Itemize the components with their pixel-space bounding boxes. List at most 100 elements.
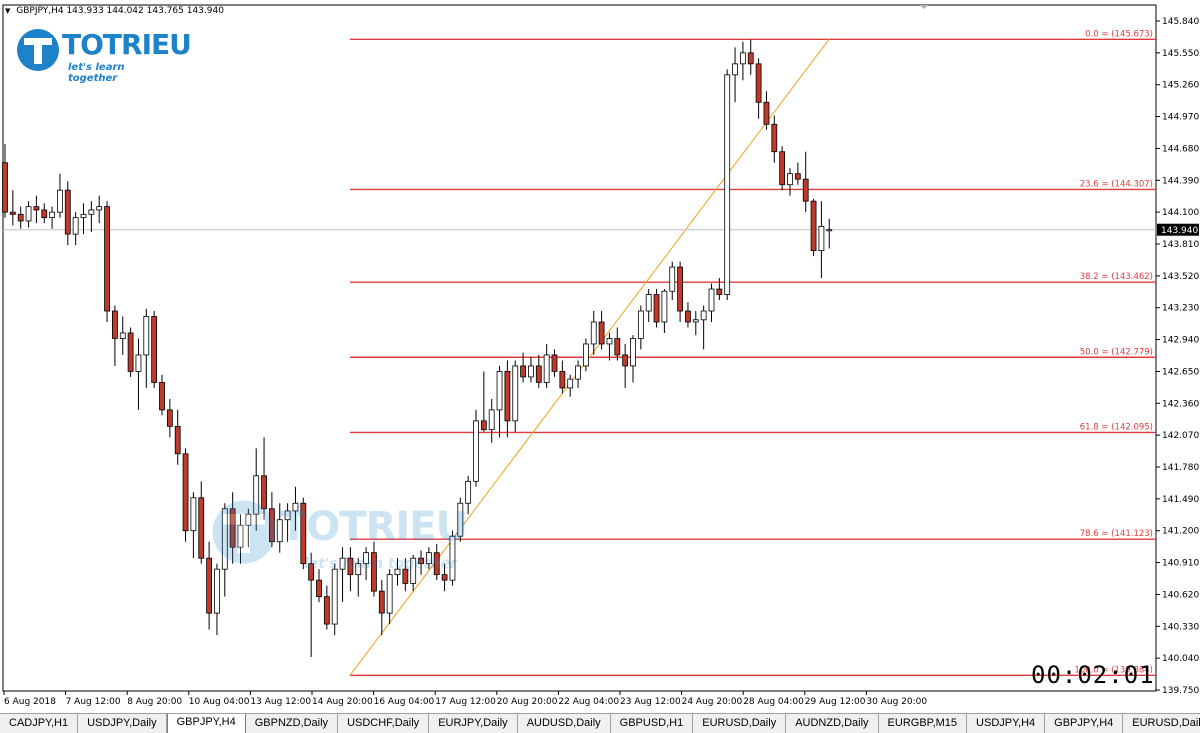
candle (378, 580, 385, 636)
chart-tab[interactable]: CADJPY,H1 (0, 714, 79, 733)
candle (371, 541, 377, 597)
candle-body-bull (583, 343, 589, 367)
trendline (3, 39, 1156, 676)
fibonacci-retracement: 0.0 = (145.673) 23.6 = (144.307) 38.2 = (1… (350, 29, 1156, 676)
candle-body-bull (135, 354, 142, 372)
candle (457, 497, 464, 542)
candle (528, 357, 534, 383)
logo-title: TOTRIEU (62, 28, 192, 61)
candle (433, 543, 440, 581)
chart-tab[interactable]: USDJPY,Daily (78, 714, 167, 733)
time-axis: 6 Aug 2018 7 Aug 12:00 8 Aug 20:00 10 Aug 0… (3, 691, 927, 707)
candle (583, 338, 589, 372)
logo-tagline: let's learn together (68, 62, 125, 84)
header-low: 143.765 (146, 6, 184, 16)
symbol-menu-icon[interactable]: ▼ (5, 7, 11, 15)
time-tick-label: 13 Aug 12:00 (250, 697, 311, 707)
candle-body-bear (535, 365, 542, 383)
candle-body-bear (402, 568, 409, 584)
candle-body-bear (17, 213, 24, 222)
watermark-emblem-icon (212, 500, 276, 564)
candle-body-bear (378, 590, 385, 614)
candle-body-bear (653, 294, 660, 323)
candle-body-bear (268, 508, 275, 543)
chart-tab[interactable]: EURUSD,Daily (1123, 714, 1200, 733)
price-tick-label: 145.260 (1162, 81, 1199, 91)
scroll-marker-icon[interactable] (920, 5, 928, 9)
chart-header: ▼ GBPJPY,H4 143.933 144.042 143.765 143.… (5, 6, 224, 16)
header-open: 143.933 (66, 6, 104, 16)
candle-body-bear (504, 371, 511, 422)
candle-body-bull (826, 229, 833, 232)
chart-plot[interactable]: 0.0 = (145.673) 23.6 = (144.307) 38.2 = (1… (0, 0, 1200, 713)
candle-body-bull (143, 316, 150, 356)
candle-body-bull (449, 535, 456, 581)
price-tick-label: 145.840 (1162, 17, 1199, 27)
chart-tab[interactable]: AUDUSD,Daily (518, 714, 611, 733)
candle-body-bull (25, 206, 32, 222)
time-tick-label: 22 Aug 04:00 (558, 697, 619, 707)
candle (159, 374, 165, 416)
candle-body-bear (763, 101, 770, 125)
chart-tab[interactable]: EURGBP,M15 (879, 714, 968, 733)
candle-body-bull (284, 510, 291, 521)
chart-tab[interactable]: GBPJPY,H4 (1045, 714, 1124, 733)
candle-body-bear (559, 371, 566, 389)
candle (41, 203, 48, 224)
candle (292, 486, 299, 531)
candle (2, 144, 8, 218)
candle (96, 195, 103, 224)
candle (810, 198, 817, 257)
candle-body-bear (151, 316, 158, 383)
chart-tab[interactable]: GBPUSD,H1 (611, 714, 694, 733)
candle (143, 308, 150, 388)
candle-body-bear (159, 382, 165, 411)
candle (166, 398, 173, 438)
chart-tab[interactable]: EURJPY,Daily (429, 714, 518, 733)
chart-window[interactable]: 0.0 = (145.673) 23.6 = (144.307) 38.2 = (1… (0, 0, 1200, 713)
candle (661, 289, 668, 333)
candle-body-bull (394, 568, 401, 576)
chart-tab[interactable]: AUDNZD,Daily (786, 714, 879, 733)
candle (716, 278, 723, 301)
price-tick-label: 144.680 (1162, 144, 1199, 154)
time-tick-label: 7 Aug 12:00 (66, 697, 121, 707)
candle-body-bull (496, 371, 503, 411)
candle (677, 261, 683, 322)
time-tick-label: 17 Aug 12:00 (435, 697, 496, 707)
candle-body-bear (685, 310, 691, 323)
chart-tab-bar: CADJPY,H1 USDJPY,Daily GBPJPY,H4 GBPNZD,Dai… (0, 713, 1200, 733)
price-tick-label: 142.940 (1162, 336, 1199, 346)
candle (826, 218, 833, 249)
price-tick-label: 140.330 (1162, 622, 1199, 632)
candle (261, 437, 267, 520)
candle-body-bull (700, 310, 707, 321)
price-tick-label: 142.070 (1162, 431, 1199, 441)
chart-tab[interactable]: GBPJPY,H4 (166, 714, 246, 733)
chart-tab[interactable]: USDJPY,H4 (967, 714, 1046, 733)
candle (284, 503, 291, 542)
candle-body-bear (480, 420, 487, 431)
price-tick-label: 140.910 (1162, 559, 1199, 569)
price-tick-label: 142.360 (1162, 399, 1199, 409)
candle (755, 58, 762, 119)
candle (410, 554, 417, 592)
candle (182, 448, 189, 542)
price-tick-label: 144.390 (1162, 176, 1199, 186)
candle-body-bull (457, 502, 464, 537)
candle-body-bull (732, 63, 738, 76)
candle (488, 398, 495, 443)
chart-tab[interactable]: USDCHF,Daily (338, 714, 430, 733)
candle-body-bear (261, 475, 267, 510)
chart-tab[interactable]: GBPNZD,Daily (246, 714, 339, 733)
candle (708, 283, 715, 322)
brand-watermark: TOTRIEU let's learn together (208, 496, 468, 586)
price-tick-label: 141.200 (1162, 527, 1199, 537)
candle-body-bull (88, 209, 95, 215)
candle (119, 316, 126, 355)
candle (347, 547, 354, 592)
candle (818, 201, 825, 279)
chart-tab[interactable]: EURUSD,Daily (693, 714, 787, 733)
candle-body-bull (425, 552, 432, 565)
price-tick-label: 141.490 (1162, 495, 1199, 505)
